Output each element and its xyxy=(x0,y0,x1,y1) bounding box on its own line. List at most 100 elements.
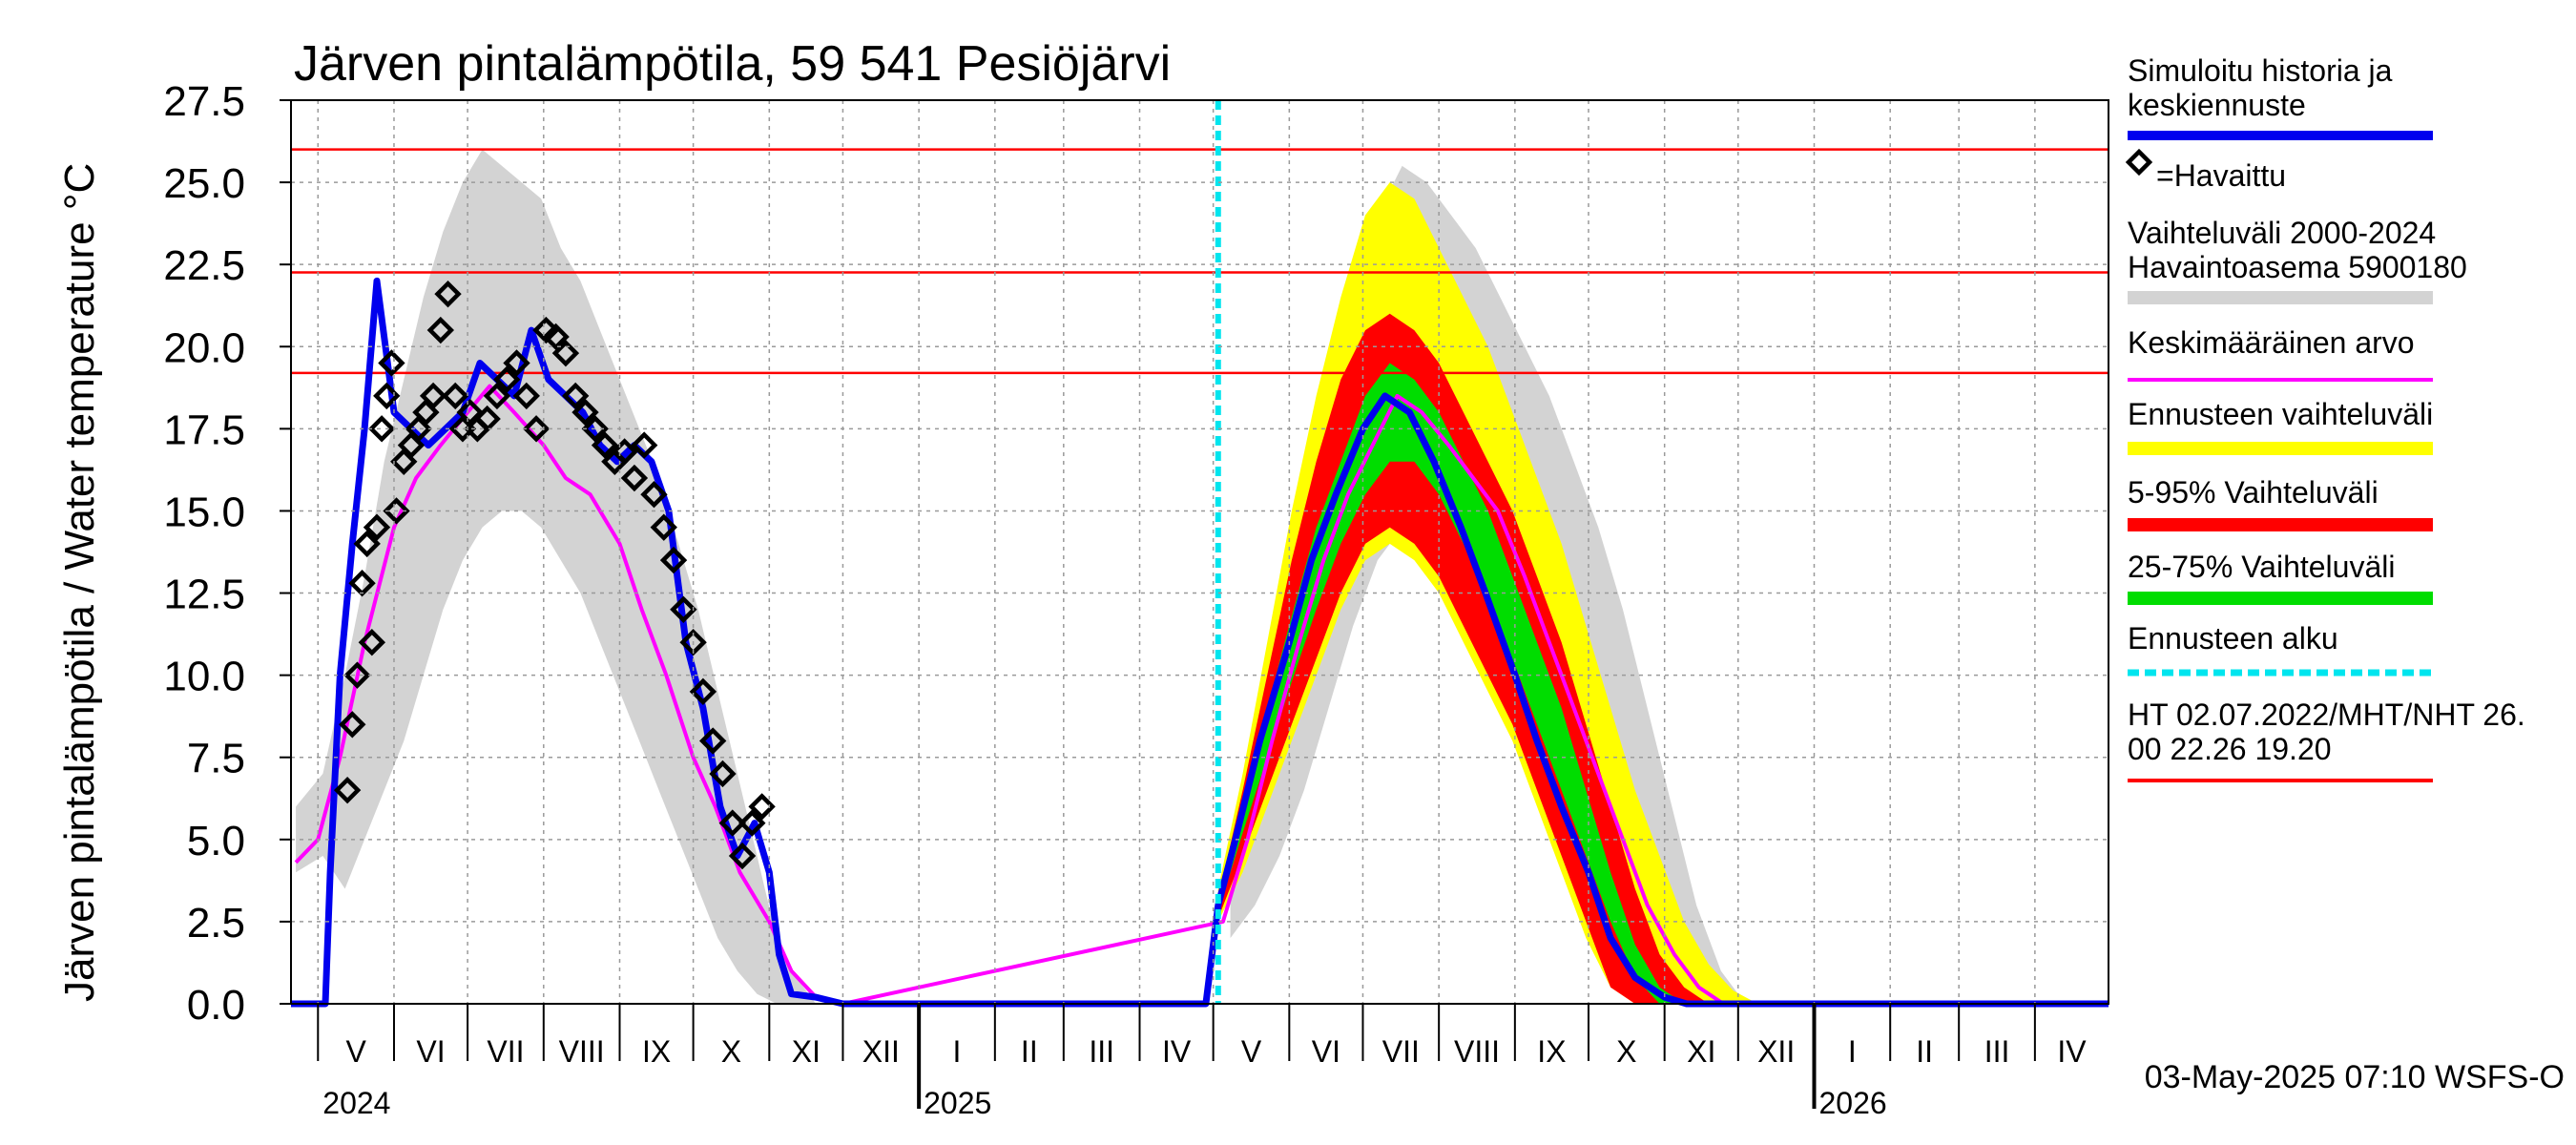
x-month-label: V xyxy=(1241,1034,1262,1069)
observation-point xyxy=(358,629,386,656)
observation-point xyxy=(473,405,501,433)
observation-point xyxy=(434,280,462,308)
observation-point xyxy=(522,415,551,443)
observation-point xyxy=(670,595,697,623)
observation-point xyxy=(709,760,737,788)
x-month-label: VII xyxy=(1382,1034,1420,1069)
legend-item-label: 25-75% Vaihteluväli xyxy=(2128,550,2395,584)
x-month-label: III xyxy=(1089,1034,1114,1069)
observation-point xyxy=(551,339,580,367)
y-tick-label: 5.0 xyxy=(187,818,245,864)
y-tick-label: 27.5 xyxy=(163,78,245,125)
x-month-label: VIII xyxy=(559,1034,605,1069)
x-month-label: XII xyxy=(1757,1034,1795,1069)
observation-point xyxy=(512,382,540,410)
observation-point xyxy=(738,809,766,837)
chart-title: Järven pintalämpötila, 59 541 Pesiöjärvi xyxy=(294,36,1171,92)
legend-item-label: Simuloitu historia ja xyxy=(2128,53,2393,88)
observation-point xyxy=(333,776,362,804)
y-tick-label: 12.5 xyxy=(163,572,245,618)
observation-point xyxy=(581,415,609,443)
x-month-label: V xyxy=(345,1034,366,1069)
observation-point xyxy=(493,365,521,393)
legend-item-label: Ennusteen vaihteluväli xyxy=(2128,397,2433,431)
observation-point xyxy=(542,323,570,351)
legend-item-label: 5-95% Vaihteluväli xyxy=(2128,475,2379,510)
observation-point xyxy=(343,661,371,689)
y-axis-label: Järven pintalämpötila / Water temperatur… xyxy=(56,163,103,1002)
legend-item-label: keskiennuste xyxy=(2128,88,2306,122)
legend-item-label: Havaintoasema 5900180 xyxy=(2128,250,2467,284)
legend-item-label: HT 02.07.2022/MHT/NHT 26. xyxy=(2128,697,2525,732)
x-month-label: VIII xyxy=(1454,1034,1500,1069)
x-year-label: 2026 xyxy=(1818,1086,1886,1120)
y-tick-label: 15.0 xyxy=(163,489,245,535)
y-tick-label: 22.5 xyxy=(163,242,245,289)
y-tick-label: 0.0 xyxy=(187,982,245,1029)
x-year-label: 2024 xyxy=(322,1086,390,1120)
legend-item-label: 00 22.26 19.20 xyxy=(2128,732,2332,766)
x-month-label: III xyxy=(1984,1034,2010,1069)
observation-point xyxy=(650,513,677,541)
x-month-label: XII xyxy=(862,1034,900,1069)
y-tick-label: 20.0 xyxy=(163,324,245,371)
observation-point xyxy=(483,382,511,410)
x-month-label: II xyxy=(1916,1034,1933,1069)
history-range-band xyxy=(296,149,817,1004)
observation-point xyxy=(503,349,530,377)
y-tick-label: 7.5 xyxy=(187,736,245,782)
x-month-label: VI xyxy=(1312,1034,1340,1069)
plot-frame xyxy=(290,99,2109,1005)
observation-point xyxy=(419,382,447,410)
plot-layers xyxy=(291,100,2109,1008)
x-month-label: IV xyxy=(2057,1034,2087,1069)
observation-point xyxy=(383,497,410,525)
x-month-label: X xyxy=(1616,1034,1636,1069)
x-month-label: X xyxy=(721,1034,741,1069)
observation-point xyxy=(363,513,391,541)
x-month-label: IX xyxy=(1537,1034,1566,1069)
observation-point xyxy=(728,842,757,870)
observation-point xyxy=(689,677,717,706)
observation-point xyxy=(442,382,469,410)
x-month-label: XI xyxy=(1687,1034,1715,1069)
observation-point xyxy=(339,711,366,739)
observation-point xyxy=(353,530,381,558)
x-month-label: XI xyxy=(792,1034,821,1069)
legend-item-label: Vaihteluväli 2000-2024 xyxy=(2128,216,2436,250)
footer-timestamp: 03-May-2025 07:10 WSFS-O xyxy=(2145,1059,2565,1095)
y-tick-label: 2.5 xyxy=(187,900,245,947)
x-month-label: VI xyxy=(416,1034,445,1069)
y-tick-label: 17.5 xyxy=(163,406,245,453)
observation-point xyxy=(571,398,599,427)
legend-item-label: =Havaittu xyxy=(2156,158,2286,193)
observation-point xyxy=(699,727,727,755)
simulated-series-line xyxy=(291,277,2109,1008)
observation-point xyxy=(631,431,658,459)
observation-point xyxy=(620,464,649,492)
observation-point xyxy=(611,438,638,466)
observation-point xyxy=(718,809,746,837)
y-tick-label: 10.0 xyxy=(163,654,245,700)
y-tick-label: 25.0 xyxy=(163,160,245,207)
x-month-label: IX xyxy=(642,1034,671,1069)
observation-point xyxy=(591,431,619,459)
x-month-label: IV xyxy=(1162,1034,1192,1069)
x-month-label: II xyxy=(1021,1034,1038,1069)
observation-point xyxy=(748,793,776,821)
observation-point xyxy=(640,481,668,509)
x-year-label: 2025 xyxy=(924,1086,991,1120)
axes-layer: 0.0 2.5 5.0 7.5 10.0 12.5 15.0 17.5 20.0 22.5 25.0… xyxy=(163,78,2109,1120)
x-month-label: I xyxy=(1848,1034,1857,1069)
observation-point xyxy=(378,349,405,377)
legend-item-label: Ennusteen alku xyxy=(2128,621,2338,656)
x-month-label: I xyxy=(953,1034,962,1069)
observation-point xyxy=(659,546,688,574)
p25-75-band xyxy=(1217,363,1685,1004)
legend-observation-marker xyxy=(2125,148,2153,177)
observation-point xyxy=(426,316,455,344)
observation-point xyxy=(562,382,590,410)
legend-item-label: Keskimääräinen arvo xyxy=(2128,325,2415,360)
